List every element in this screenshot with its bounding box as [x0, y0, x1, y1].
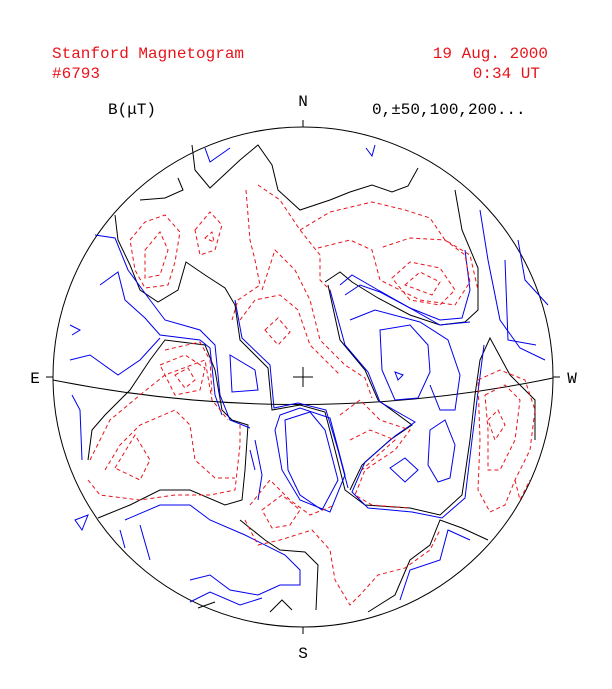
contour	[139, 177, 184, 201]
contour	[249, 439, 263, 501]
contour	[504, 259, 537, 346]
ticks	[46, 120, 560, 634]
contour	[517, 239, 549, 306]
contour	[484, 384, 521, 471]
contour	[229, 354, 259, 393]
contour	[514, 479, 531, 502]
contour	[329, 289, 485, 519]
contour	[261, 494, 301, 529]
contour	[129, 214, 181, 289]
contour	[204, 231, 215, 243]
contour	[231, 189, 261, 321]
contour	[399, 529, 471, 601]
contour	[74, 514, 89, 532]
contour	[257, 184, 331, 291]
time: 0:34 UT	[473, 65, 540, 83]
contour	[487, 409, 506, 442]
contour	[87, 425, 241, 501]
contour	[379, 324, 431, 401]
contour	[317, 237, 471, 306]
contour	[159, 354, 206, 396]
contour	[174, 367, 196, 389]
contour	[404, 271, 441, 296]
contour	[344, 249, 471, 321]
north-label: N	[298, 93, 308, 111]
contour	[69, 324, 82, 336]
east-label: E	[30, 370, 40, 388]
contour	[191, 144, 419, 211]
contour	[234, 299, 349, 489]
date: 19 Aug. 2000	[433, 45, 548, 63]
contour	[244, 519, 441, 606]
contour	[261, 249, 373, 399]
contour	[189, 591, 263, 606]
south-label: S	[298, 645, 308, 663]
contour	[427, 419, 456, 483]
contour	[69, 337, 161, 376]
contour	[119, 524, 151, 561]
contour	[339, 274, 471, 326]
contour	[124, 504, 301, 596]
contour	[87, 339, 249, 519]
contour	[104, 409, 235, 479]
contour	[114, 214, 536, 516]
contour	[274, 407, 346, 513]
contour	[164, 341, 213, 396]
contour	[114, 434, 151, 481]
contour	[144, 231, 169, 279]
contour	[389, 457, 419, 483]
contour	[71, 394, 83, 461]
contours	[69, 144, 549, 613]
contour	[479, 209, 546, 361]
contour	[249, 479, 336, 516]
contour	[239, 519, 319, 611]
title: Stanford Magnetogram	[52, 45, 244, 63]
contour	[94, 234, 251, 429]
unit: B(μT)	[108, 101, 156, 119]
contour	[284, 411, 339, 511]
contour	[204, 144, 376, 163]
contour	[299, 201, 479, 291]
levels: 0,±50,100,200...	[372, 101, 526, 119]
contour	[349, 429, 396, 471]
contour	[264, 317, 291, 346]
west-label: W	[567, 370, 577, 388]
contour	[194, 211, 223, 256]
number: #6793	[52, 65, 100, 83]
contour	[239, 294, 341, 376]
contour	[367, 519, 489, 613]
contour	[391, 261, 456, 306]
contour	[99, 271, 223, 416]
contour	[197, 599, 293, 613]
contour	[394, 371, 404, 381]
contour	[349, 309, 461, 411]
